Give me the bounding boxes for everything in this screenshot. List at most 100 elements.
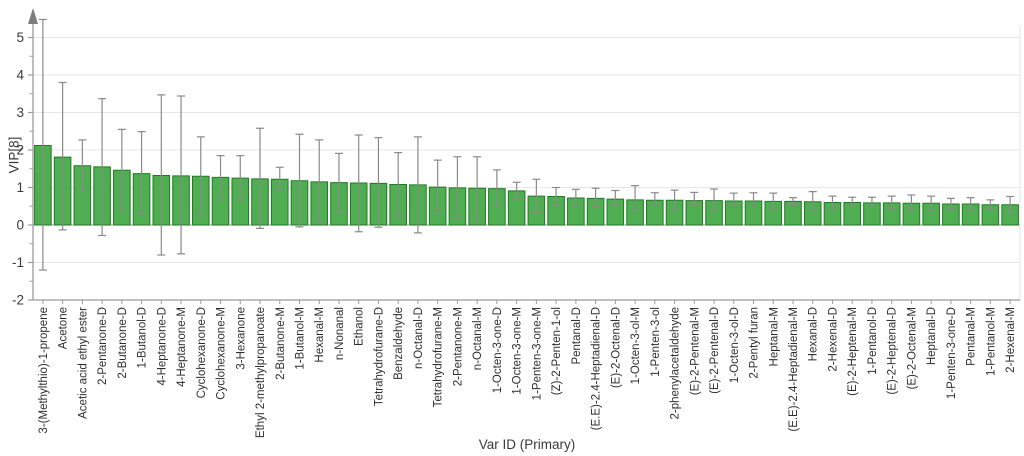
x-tick-label: 1-Octen-3-ol-M [630,307,642,384]
error-bar [887,195,896,210]
x-tick-label: 4-Heptanone-M [176,307,188,387]
x-tick-label: 1-Octen-3-one-D [492,307,504,393]
x-tick-label: (E)-2-Octenal-M [906,307,918,389]
error-bar [453,156,462,219]
x-axis-title: Var ID (Primary) [478,437,576,452]
x-tick-label: 2-Butanone-D [117,307,129,379]
error-bar [177,95,186,255]
error-bar [986,199,995,210]
error-bar [808,191,817,211]
error-bar [117,128,126,212]
error-bar [1006,195,1015,213]
error-bar [473,156,482,220]
x-tick-label: Hexanal-D [808,307,820,361]
error-bar [867,196,876,208]
x-tick-label: (E)-2-Heptenal-M [847,307,859,396]
y-axis-arrow-icon [28,8,38,24]
error-bar [848,196,857,208]
y-axis-title: VIP[8] [6,136,22,174]
x-tick-label: n-Nonanal [334,307,346,360]
x-tick-label: Ethanol [354,307,366,346]
error-bar [512,181,521,199]
error-bar [433,159,442,214]
x-tick-label: 1-Penten-3-one-M [531,307,543,400]
error-bar [532,178,541,214]
x-tick-label: 2-Butanone-M [275,307,287,380]
x-tick-label: 1-Pentanol-M [985,307,997,376]
y-axis: -2 -1 0 1 2 3 4 5 [12,8,38,308]
x-tick-label: 2-Hexenal-D [827,307,839,372]
error-bar [157,94,166,256]
x-tick-label: Heptanal-D [926,307,938,365]
x-tick-label: Hexanal-M [314,307,326,363]
error-bar [946,197,955,210]
x-tick-label: Ethyl 2-methylpropanoate [255,307,267,438]
error-bar [492,169,501,208]
error-bar [394,152,403,217]
error-bar [275,166,284,191]
x-tick-label: (E)-2-Octenal-D [610,307,622,388]
x-tick-label: 2-Pentanone-M [452,307,464,386]
x-tick-label: 1-Butanol-D [137,307,149,368]
y-tick-label: -1 [12,255,24,270]
y-tick-label: 1 [16,180,24,195]
y-tick-label: -2 [12,293,24,308]
error-bar [907,194,916,211]
error-bar [650,192,659,205]
x-tick-label: Pentanal-D [571,307,583,365]
x-tick-label: (E)-2-Pentenal-D [709,307,721,394]
error-bar [196,136,205,216]
x-tick-label: 2-phenylacetaldehyde [670,307,682,420]
error-bar [137,131,146,215]
x-tick-label: Benzaldehyde [393,307,405,380]
y-tick-label: 5 [16,30,24,45]
x-tick-label: 1-Penten-3-ol [650,307,662,377]
error-bar [98,98,107,237]
y-tick-label: 3 [16,105,24,120]
x-tick-label: n-Octanal-M [472,307,484,370]
x-tick-label: 3-Hexanone [235,307,247,370]
x-tick-label: 1-Penten-3-one-D [946,307,958,399]
error-bar [749,192,758,208]
error-bar [413,136,422,234]
error-bar [591,187,600,208]
error-bar [354,134,363,233]
error-bar [788,197,797,205]
x-tick-label: 1-Pentanol-D [867,307,879,375]
error-bar [927,195,936,211]
x-tick-label: (E.E)-2.4-Heptadienal-M [788,307,800,432]
error-bar [334,152,343,213]
x-tick-label: Cyclohexanone-D [196,307,208,398]
x-tick-label: Acetic acid ethyl ester [77,307,89,419]
error-bar [611,189,620,206]
x-tick-label: (E)-2-Heptenal-D [887,307,899,395]
error-bar [78,139,87,192]
x-tick-label: 2-Pentyl furan [749,307,761,379]
y-tick-label: 2 [16,143,24,158]
error-bar [256,127,265,229]
error-bar [58,81,67,231]
error-bar [552,186,561,206]
x-tick-label: 2-Hexenal-M [1005,307,1017,373]
bars-group [34,145,1019,226]
x-tick-label: Cyclohexanone-M [216,307,228,400]
y-tick-label: 4 [16,68,24,83]
x-tick-label: Acetone [58,307,70,349]
error-bar [631,185,640,212]
x-tick-label: (E)-2-Pentenal-M [689,307,701,395]
error-bar [315,139,324,223]
error-bar [769,192,778,209]
error-bar [729,192,738,206]
x-tick-label: 1-Octen-3-ol-D [729,307,741,383]
error-bar [236,155,245,201]
x-tick-label: (E.E)-2.4-Heptadienal-D [591,307,603,430]
error-bar [966,197,975,211]
error-bar [670,189,679,211]
y-tick-label: 0 [16,218,24,233]
error-bar [571,188,580,208]
x-tick-label: 4-Heptanone-D [156,307,168,386]
error-bar [690,191,699,205]
error-bar [828,195,837,209]
